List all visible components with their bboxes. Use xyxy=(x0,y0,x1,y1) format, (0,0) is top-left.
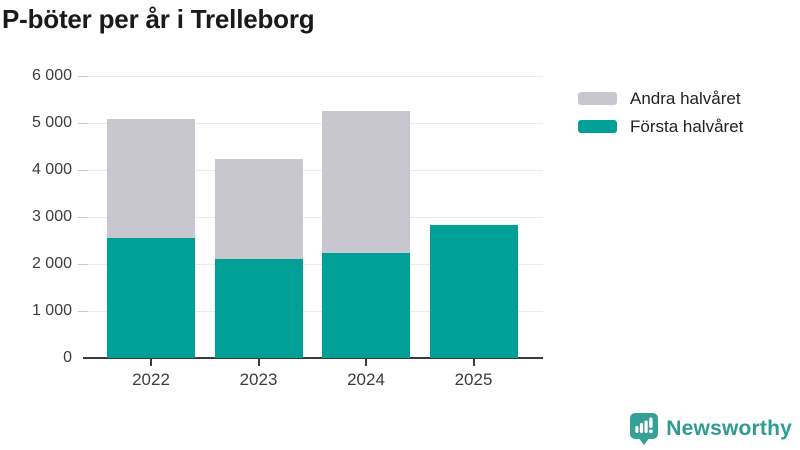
y-tick-label-0: 0 xyxy=(63,349,72,366)
bar-segment-forsta-halvaret-2023 xyxy=(214,259,303,358)
x-axis-label-2024: 2024 xyxy=(347,370,385,389)
y-tick-2000 xyxy=(78,263,88,265)
gridline-6000 xyxy=(88,75,543,77)
bar-segment-andra-halvaret-2023 xyxy=(214,159,303,260)
brand-name: Newsworthy xyxy=(666,417,792,440)
legend-item-andra-halvaret: Andra halvåret xyxy=(578,90,743,107)
legend-label-forsta-halvaret: Första halvåret xyxy=(630,117,744,136)
y-tick-5000 xyxy=(78,122,88,124)
y-tick-label-6000: 6 000 xyxy=(31,67,72,84)
y-tick-label-2000: 2 000 xyxy=(31,255,72,272)
x-axis-label-2022: 2022 xyxy=(132,370,170,389)
legend-swatch-forsta-halvaret xyxy=(578,120,617,133)
bar-2024 xyxy=(322,76,410,358)
legend-item-forsta-halvaret: Första halvåret xyxy=(578,118,743,135)
bar-segment-forsta-halvaret-2022 xyxy=(107,231,195,358)
x-tick-2022 xyxy=(150,359,152,366)
y-tick-label-4000: 4 000 xyxy=(31,161,72,178)
x-axis-line xyxy=(83,357,543,359)
gridline-5000 xyxy=(88,122,543,124)
bar-2022 xyxy=(107,76,195,358)
bar-segment-forsta-halvaret-2025 xyxy=(429,224,518,358)
newsworthy-chart-bubble-icon xyxy=(630,413,659,445)
y-tick-label-5000: 5 000 xyxy=(31,114,72,131)
bar-segment-andra-halvaret-2024 xyxy=(322,111,410,254)
plot-area xyxy=(78,75,543,366)
gridline-3000 xyxy=(88,216,543,218)
bar-segment-andra-halvaret-2022 xyxy=(107,119,195,239)
x-tick-2024 xyxy=(365,359,367,366)
x-tick-2023 xyxy=(257,359,260,366)
legend: Andra halvåret Första halvåret xyxy=(578,90,743,146)
legend-swatch-andra-halvaret xyxy=(578,92,617,105)
gridline-2000 xyxy=(88,263,543,265)
x-tick-2025 xyxy=(472,359,475,366)
legend-label-andra-halvaret: Andra halvåret xyxy=(630,89,741,108)
bar-2025 xyxy=(429,76,518,358)
newsworthy-logo[interactable]: Newsworthy xyxy=(629,412,792,446)
x-axis-label-2023: 2023 xyxy=(239,370,278,389)
x-axis-label-2025: 2025 xyxy=(454,370,493,389)
chart-title: P-böter per år i Trelleborg xyxy=(2,4,315,34)
bar-2023 xyxy=(214,76,303,358)
y-tick-6000 xyxy=(78,75,88,77)
gridline-4000 xyxy=(88,169,543,171)
bar-segment-forsta-halvaret-2024 xyxy=(322,253,410,358)
y-tick-3000 xyxy=(78,216,88,218)
y-tick-label-3000: 3 000 xyxy=(31,208,72,225)
y-tick-1000 xyxy=(78,310,88,312)
gridline-1000 xyxy=(88,310,543,312)
y-tick-label-1000: 1 000 xyxy=(31,302,72,319)
y-tick-4000 xyxy=(78,169,88,171)
